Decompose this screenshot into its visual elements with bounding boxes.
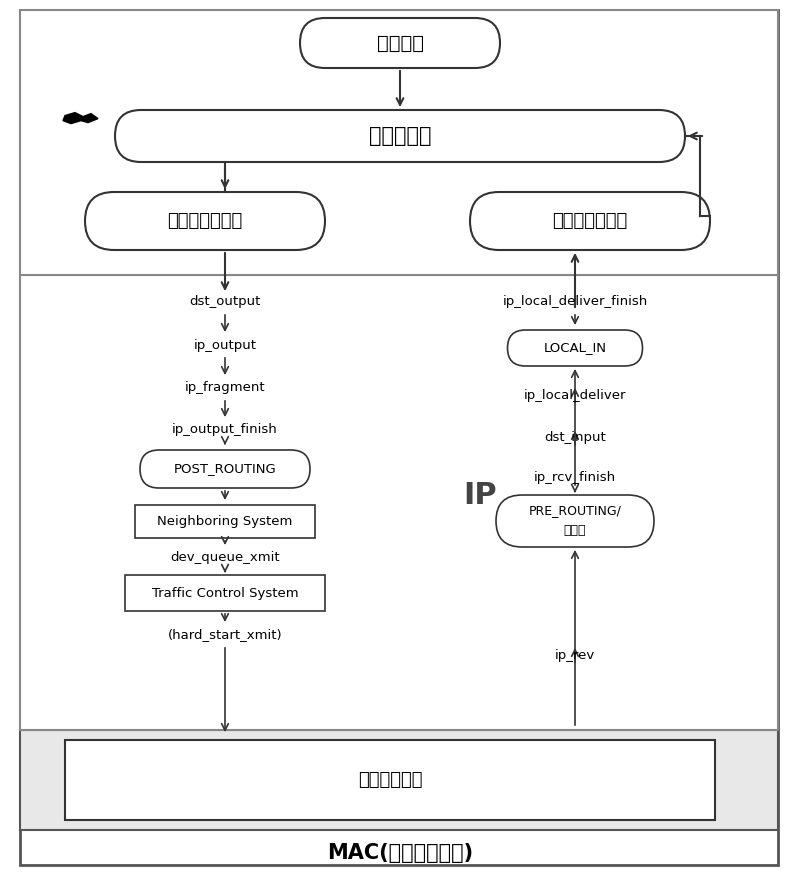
FancyBboxPatch shape bbox=[140, 450, 310, 488]
Text: ip_local_deliver_finish: ip_local_deliver_finish bbox=[502, 296, 648, 309]
Text: ip_output: ip_output bbox=[194, 339, 257, 352]
Text: (hard_start_xmit): (hard_start_xmit) bbox=[168, 629, 282, 641]
Bar bbox=[125, 575, 325, 611]
Text: 数据包接收模块: 数据包接收模块 bbox=[552, 212, 628, 230]
FancyBboxPatch shape bbox=[507, 330, 642, 366]
Text: 缓冲区队列: 缓冲区队列 bbox=[369, 126, 431, 146]
Text: Traffic Control System: Traffic Control System bbox=[152, 587, 298, 600]
Text: dst_input: dst_input bbox=[544, 431, 606, 445]
Text: 网络设备驱动: 网络设备驱动 bbox=[358, 771, 422, 789]
Text: ip_local_deliver: ip_local_deliver bbox=[524, 389, 626, 402]
Text: IP: IP bbox=[463, 481, 497, 510]
Text: 数据包发送模块: 数据包发送模块 bbox=[167, 212, 242, 230]
FancyBboxPatch shape bbox=[300, 18, 500, 68]
Text: MAC(媒体接入控制): MAC(媒体接入控制) bbox=[327, 843, 473, 863]
Text: ip_rev: ip_rev bbox=[555, 648, 595, 661]
Text: ip_rcv_finish: ip_rcv_finish bbox=[534, 472, 616, 484]
Text: POST_ROUTING: POST_ROUTING bbox=[174, 462, 276, 475]
Text: dev_queue_xmit: dev_queue_xmit bbox=[170, 552, 280, 565]
Text: 重定向: 重定向 bbox=[564, 524, 586, 538]
Bar bbox=[20, 10, 778, 275]
Text: ip_fragment: ip_fragment bbox=[185, 381, 266, 395]
FancyBboxPatch shape bbox=[115, 110, 685, 162]
Bar bbox=[135, 505, 315, 538]
Text: ip_output_finish: ip_output_finish bbox=[172, 424, 278, 437]
FancyBboxPatch shape bbox=[470, 192, 710, 250]
FancyBboxPatch shape bbox=[85, 192, 325, 250]
Text: 调度模块: 调度模块 bbox=[377, 33, 423, 53]
Text: PRE_ROUTING/: PRE_ROUTING/ bbox=[529, 504, 622, 517]
FancyBboxPatch shape bbox=[496, 495, 654, 547]
Bar bbox=[20, 730, 778, 830]
Bar bbox=[20, 275, 778, 730]
Polygon shape bbox=[63, 112, 98, 124]
Text: LOCAL_IN: LOCAL_IN bbox=[543, 341, 606, 354]
Text: Neighboring System: Neighboring System bbox=[158, 515, 293, 528]
Bar bbox=[65, 740, 715, 820]
Text: dst_output: dst_output bbox=[190, 296, 261, 309]
